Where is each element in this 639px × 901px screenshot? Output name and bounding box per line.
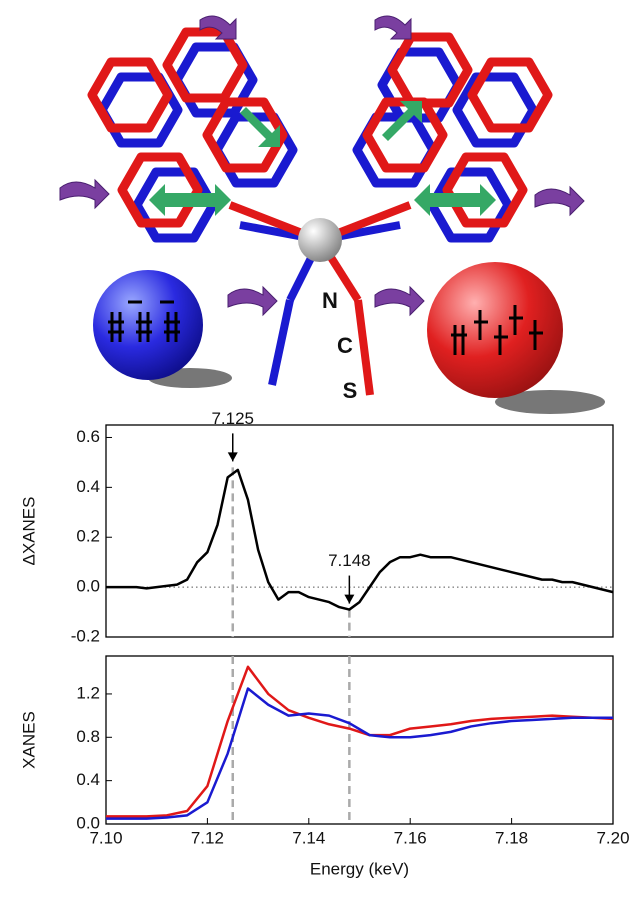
x-tick-label: 7.14 [292,828,325,847]
y-tick-label: 0.6 [76,427,100,446]
y-tick-label: 0.0 [76,577,100,596]
plot-frame [105,655,614,825]
atom-label: C [337,333,353,358]
marker-label: 7.148 [328,551,371,570]
x-axis-label: Energy (keV) [310,859,409,878]
x-tick-label: 7.18 [495,828,528,847]
x-tick-label: 7.16 [394,828,427,847]
x-tick-label: 7.12 [191,828,224,847]
x-tick-label: 7.20 [596,828,629,847]
plot-frame [105,424,614,638]
y-axis-label: XANES [19,711,38,769]
atom-label: N [322,288,338,313]
marker-label: 7.125 [211,409,254,428]
x-tick-label: 7.10 [89,828,122,847]
atom-label: S [343,378,358,403]
y-axis-label: ΔXANES [19,497,38,566]
series-line [106,665,614,818]
y-tick-label: 1.2 [76,683,100,702]
series-line [106,687,613,820]
y-tick-label: 0.4 [76,477,100,496]
marker-arrowhead [344,594,355,604]
marker-arrowhead [227,452,238,462]
y-tick-label: 0.8 [76,727,100,746]
y-tick-label: 0.2 [76,527,100,546]
y-tick-label: -0.2 [71,626,100,645]
molecule-diagram: N C S [59,15,605,414]
y-tick-label: 0.0 [76,813,100,832]
series-line [106,468,614,611]
y-tick-label: 0.4 [76,770,100,789]
